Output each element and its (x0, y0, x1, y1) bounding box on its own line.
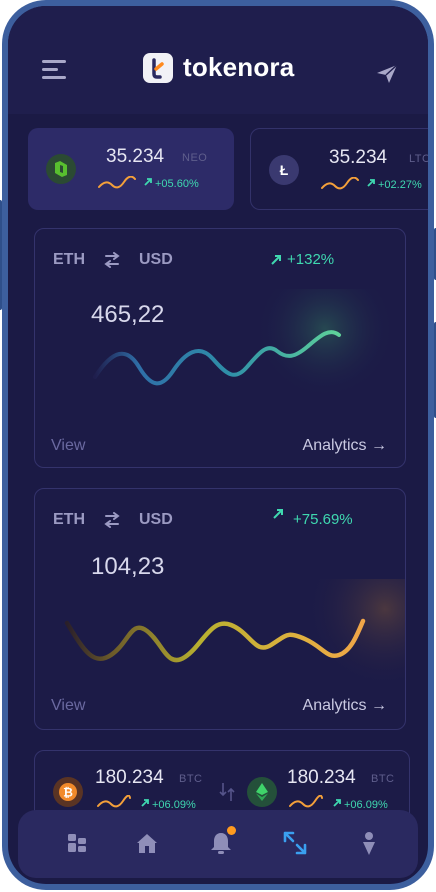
coin-card-ltc[interactable]: Ł 35.234 LTC +02.27% (250, 128, 428, 210)
up-right-arrow-icon (333, 799, 341, 807)
swap-vertical-icon[interactable] (219, 781, 235, 803)
dashboard-icon[interactable] (64, 830, 90, 856)
hamburger-menu-icon[interactable] (42, 60, 66, 80)
coin-sparkline (97, 795, 131, 809)
bottom-tab-bar (18, 810, 418, 878)
coin-sparkline (98, 176, 136, 190)
up-right-arrow-icon (271, 255, 281, 265)
coin-price: 180.234 (287, 767, 356, 789)
chart-card-eth-usd: ETH USD +132% 465,22 (34, 228, 406, 468)
up-right-arrow-icon (141, 799, 149, 807)
coin-card-neo[interactable]: 35.234 NEO +05.60% (28, 128, 234, 210)
app-logo: tokenora (143, 52, 294, 83)
app-header: tokenora (8, 6, 428, 114)
to-currency: USD (139, 511, 173, 529)
app-name: tokenora (183, 52, 294, 83)
coin-change: +05.60% (155, 178, 199, 190)
coin-price: 35.234 (106, 146, 164, 168)
up-right-arrow-icon (144, 178, 152, 186)
up-right-arrow-icon (273, 509, 283, 519)
coin-sparkline (321, 177, 359, 191)
analytics-link[interactable]: Analytics → (303, 697, 387, 715)
currency-pair: ETH USD (53, 251, 173, 269)
view-link[interactable]: View (51, 437, 85, 455)
from-currency: ETH (53, 251, 85, 269)
currency-pair: ETH USD (53, 511, 173, 529)
view-link[interactable]: View (51, 697, 85, 715)
exchange-arrows-icon[interactable] (282, 830, 308, 856)
litecoin-icon: Ł (269, 155, 299, 185)
coin-symbol: NEO (182, 152, 207, 164)
svg-text:₿: ₿ (63, 786, 73, 800)
notification-badge (227, 826, 236, 835)
app-screen: tokenora 35.234 NEO (8, 6, 428, 884)
home-icon[interactable] (134, 830, 160, 856)
neo-coin-icon (46, 154, 76, 184)
from-currency: ETH (53, 511, 85, 529)
ethereum-icon (247, 777, 277, 807)
coin-symbol: BTC (179, 773, 203, 785)
swap-arrows-icon[interactable] (103, 252, 121, 268)
svg-text:Ł: Ł (280, 162, 289, 178)
coin-symbol: BTC (371, 773, 395, 785)
bitcoin-icon: ₿ (53, 777, 83, 807)
swap-arrows-icon[interactable] (103, 512, 121, 528)
rate-line-chart (35, 579, 406, 689)
coin-change: +02.27% (378, 179, 422, 191)
rate-line-chart (35, 289, 406, 399)
tokenora-logo-icon (143, 53, 173, 83)
send-paper-plane-icon[interactable] (376, 64, 398, 89)
chart-card-eth-usd: ETH USD +75.69% 104,23 (34, 488, 406, 730)
coin-symbol: LTC (409, 153, 428, 165)
coin-price: 180.234 (95, 767, 164, 789)
rate-value: 104,23 (91, 553, 164, 581)
coin-price: 35.234 (329, 147, 387, 169)
up-right-arrow-icon (367, 179, 375, 187)
percent-change: +132% (287, 251, 334, 268)
to-currency: USD (139, 251, 173, 269)
analytics-link[interactable]: Analytics → (303, 437, 387, 455)
bell-icon[interactable] (208, 830, 234, 856)
profile-icon[interactable] (356, 830, 382, 856)
coin-sparkline (289, 795, 323, 809)
percent-change: +75.69% (293, 511, 353, 528)
side-button-left (0, 200, 2, 310)
